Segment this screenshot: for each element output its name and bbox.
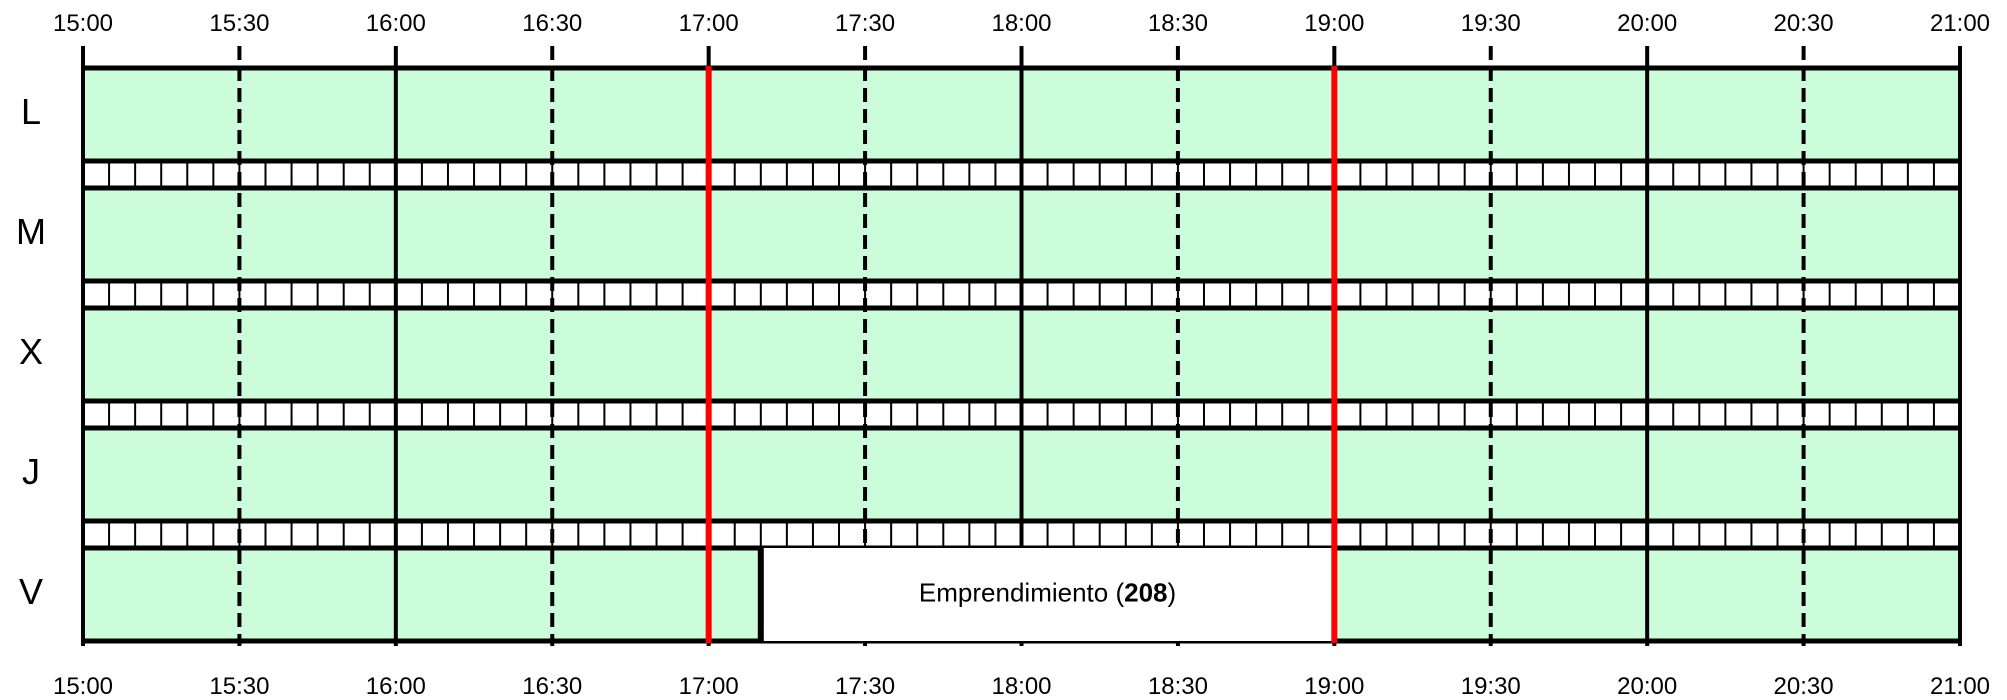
- time-label-top: 15:00: [53, 10, 113, 37]
- time-label-top: 20:30: [1774, 10, 1834, 37]
- day-axis: L M X J V: [16, 91, 46, 612]
- time-label-bottom: 20:30: [1774, 673, 1834, 700]
- event-paren-open: (: [1108, 577, 1124, 607]
- day-label-V: V: [19, 571, 43, 612]
- time-label-top: 18:00: [991, 10, 1051, 37]
- time-label-top: 16:30: [522, 10, 582, 37]
- time-label-bottom: 16:30: [522, 673, 582, 700]
- day-label-L: L: [21, 91, 41, 132]
- day-label-M: M: [16, 211, 46, 252]
- time-label-top: 17:30: [835, 10, 895, 37]
- time-label-bottom: 19:00: [1304, 673, 1364, 700]
- time-label-bottom: 17:30: [835, 673, 895, 700]
- bottom-time-axis: 15:00 15:30 16:00 16:30 17:00 17:30 18:00 18:30…: [53, 673, 1990, 700]
- time-label-bottom: 20:00: [1617, 673, 1677, 700]
- time-label-bottom: 15:00: [53, 673, 113, 700]
- time-label-bottom: 17:00: [679, 673, 739, 700]
- time-label-bottom: 15:30: [209, 673, 269, 700]
- time-label-top: 20:00: [1617, 10, 1677, 37]
- time-label-top: 18:30: [1148, 10, 1208, 37]
- time-label-bottom: 18:30: [1148, 673, 1208, 700]
- event-name: Emprendimiento: [919, 577, 1108, 607]
- day-label-J: J: [22, 451, 40, 492]
- time-label-top: 19:00: [1304, 10, 1364, 37]
- time-label-bottom: 16:00: [366, 673, 426, 700]
- time-label-top: 17:00: [679, 10, 739, 37]
- time-label-top: 15:30: [209, 10, 269, 37]
- event-paren-close: ): [1168, 577, 1177, 607]
- time-label-bottom: 19:30: [1461, 673, 1521, 700]
- time-label-bottom: 21:00: [1930, 673, 1990, 700]
- event-room: 208: [1124, 577, 1167, 607]
- day-label-X: X: [19, 331, 43, 372]
- time-label-top: 21:00: [1930, 10, 1990, 37]
- event-layer: Emprendimiento (208): [757, 548, 1335, 641]
- event-block[interactable]: [760, 548, 1335, 641]
- top-time-axis: 15:00 15:30 16:00 16:30 17:00 17:30 18:00 18:30…: [53, 10, 1990, 37]
- time-label-top: 19:30: [1461, 10, 1521, 37]
- event-label: Emprendimiento (208): [919, 577, 1176, 607]
- time-label-top: 16:00: [366, 10, 426, 37]
- time-label-bottom: 18:00: [991, 673, 1051, 700]
- highlight-lines: [705, 66, 1338, 643]
